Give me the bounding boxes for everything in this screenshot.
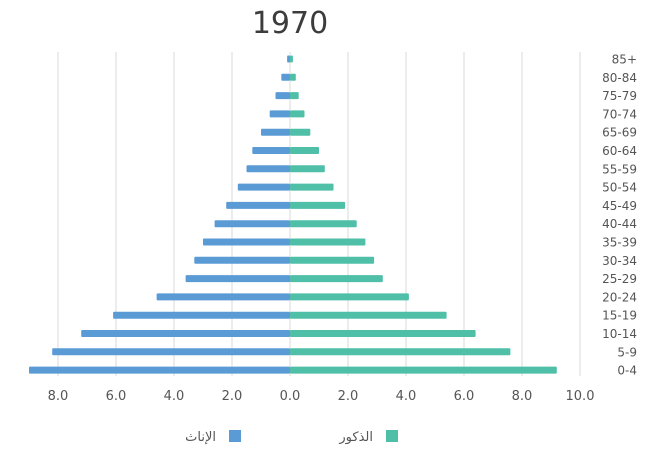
age-label: 70-74 xyxy=(602,107,637,121)
left-bar-80-84 xyxy=(281,73,290,81)
age-label: 0-4 xyxy=(617,364,637,378)
right-bar-5-9 xyxy=(290,348,511,356)
right-bar-85+ xyxy=(290,55,293,63)
x-tick-label: 8.0 xyxy=(48,389,69,404)
age-label: 50-54 xyxy=(602,181,637,195)
age-label: 85+ xyxy=(612,53,637,67)
right-bar-10-14 xyxy=(290,330,476,337)
left-bar-60-64 xyxy=(252,147,290,154)
x-tick-label: 4.0 xyxy=(164,389,185,404)
age-label: 5-9 xyxy=(617,345,637,359)
legend: الإناث الذكور xyxy=(185,430,398,445)
x-tick-label: 6.0 xyxy=(454,389,475,404)
age-label: 30-34 xyxy=(602,254,637,268)
right-bar-25-29 xyxy=(290,275,383,283)
x-tick-label: 4.0 xyxy=(396,389,417,404)
left-bar-20-24 xyxy=(156,293,290,301)
legend-swatch xyxy=(229,430,241,442)
age-label: 40-44 xyxy=(602,217,637,231)
right-bar-75-79 xyxy=(290,92,299,100)
left-bar-15-19 xyxy=(113,311,290,319)
right-bar-30-34 xyxy=(290,256,375,264)
left-bar-25-29 xyxy=(185,275,290,283)
x-axis-tick-labels: 8.0 6.0 4.0 2.0 0.0 2.0 4.0 6.0 8.0 10.0 xyxy=(48,389,595,404)
right-bar-65-69 xyxy=(290,128,311,136)
right-bar-70-74 xyxy=(290,110,305,118)
age-label: 35-39 xyxy=(602,236,637,250)
x-tick-label: 2.0 xyxy=(338,389,359,404)
age-label: 45-49 xyxy=(602,199,637,213)
right-bar-60-64 xyxy=(290,147,319,154)
legend-swatch xyxy=(386,430,398,442)
chart-title: 1970 xyxy=(252,6,328,41)
age-label: 80-84 xyxy=(602,71,637,85)
right-bar-40-44 xyxy=(290,220,357,228)
age-label: 65-69 xyxy=(602,126,637,140)
x-tick-label: 2.0 xyxy=(222,389,243,404)
left-bar-0-4 xyxy=(29,366,290,374)
left-bar-30-34 xyxy=(194,256,290,264)
left-bar-85+ xyxy=(287,55,290,63)
bars xyxy=(29,55,557,374)
left-bar-45-49 xyxy=(226,201,290,209)
right-bar-15-19 xyxy=(290,311,447,319)
x-tick-label: 6.0 xyxy=(106,389,127,404)
x-tick-label: 10.0 xyxy=(566,389,595,404)
age-group-labels: 85+ 80-84 75-79 70-74 65-69 60-64 55-59 50-54 45… xyxy=(602,53,637,378)
right-bar-35-39 xyxy=(290,238,366,246)
right-bar-80-84 xyxy=(290,73,296,81)
left-bar-40-44 xyxy=(214,220,290,228)
left-bar-65-69 xyxy=(261,128,290,136)
right-bar-0-4 xyxy=(290,366,557,374)
right-bar-20-24 xyxy=(290,293,409,301)
left-bar-35-39 xyxy=(203,238,290,246)
left-bar-5-9 xyxy=(52,348,291,356)
x-tick-label: 8.0 xyxy=(512,389,533,404)
left-bar-75-79 xyxy=(275,92,290,100)
right-bar-50-54 xyxy=(290,183,334,191)
age-label: 15-19 xyxy=(602,309,637,323)
legend-label: الإناث xyxy=(185,430,216,445)
age-label: 75-79 xyxy=(602,89,637,103)
right-bar-45-49 xyxy=(290,201,346,209)
left-bar-55-59 xyxy=(246,165,290,173)
x-tick-label: 0.0 xyxy=(280,389,301,404)
age-label: 10-14 xyxy=(602,327,637,341)
age-label: 60-64 xyxy=(602,144,637,158)
gridlines xyxy=(57,52,581,376)
left-bar-10-14 xyxy=(81,330,290,337)
age-label: 25-29 xyxy=(602,272,637,286)
legend-label: الذكور xyxy=(338,430,373,445)
age-label: 55-59 xyxy=(602,162,637,176)
left-bar-50-54 xyxy=(237,183,290,191)
left-bar-70-74 xyxy=(269,110,290,118)
age-label: 20-24 xyxy=(602,290,637,304)
right-bar-55-59 xyxy=(290,165,325,173)
